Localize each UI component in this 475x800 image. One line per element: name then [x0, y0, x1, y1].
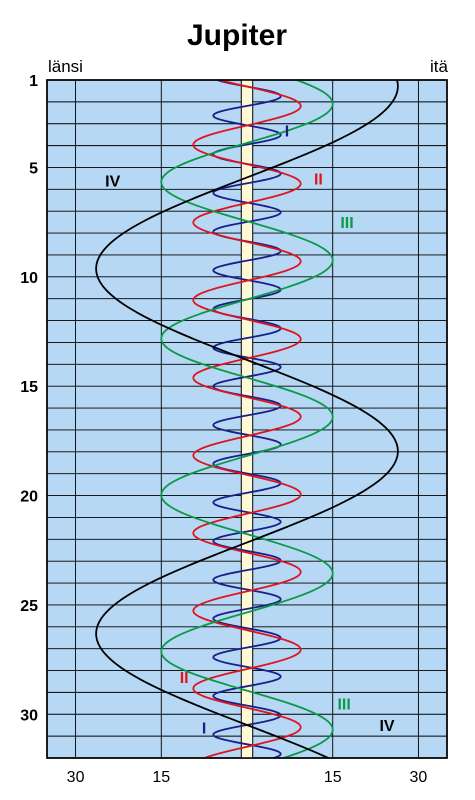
x-tick-label: 30: [410, 769, 428, 786]
x-tick-label: 15: [324, 769, 342, 786]
y-tick-label: 15: [20, 379, 38, 396]
y-tick-label: 25: [20, 598, 38, 615]
moon-label-iv: IV: [105, 174, 120, 191]
moon-label-iii: III: [340, 215, 353, 232]
y-tick-label: 10: [20, 270, 38, 287]
east-label: itä: [430, 57, 449, 76]
y-tick-label: 5: [29, 160, 38, 177]
moon-label-i: I: [285, 123, 289, 140]
x-tick-label: 15: [152, 769, 170, 786]
moon-label-ii: II: [180, 670, 189, 687]
moon-curve-iii: [160, 79, 334, 759]
y-tick-label: 1: [29, 73, 38, 90]
chart-title: Jupiter: [187, 19, 287, 52]
moon-label-i: I: [202, 720, 206, 737]
moon-label-iv: IV: [379, 718, 394, 735]
plot-frame: [46, 79, 448, 759]
y-tick-label: 20: [20, 489, 38, 506]
x-tick-label: 30: [67, 769, 85, 786]
plot-area: [46, 79, 448, 759]
y-tick-label: 30: [20, 707, 38, 724]
moon-curve-iv: [95, 79, 399, 759]
x-tick-labels: 30 15 15 30: [67, 769, 428, 786]
moon-label-ii: II: [314, 171, 323, 188]
west-label: länsi: [48, 57, 83, 76]
moon-curves: [95, 79, 399, 759]
moon-curve-i: [212, 79, 282, 759]
moon-label-iii: III: [337, 696, 350, 713]
moon-curve-ii: [192, 79, 302, 759]
